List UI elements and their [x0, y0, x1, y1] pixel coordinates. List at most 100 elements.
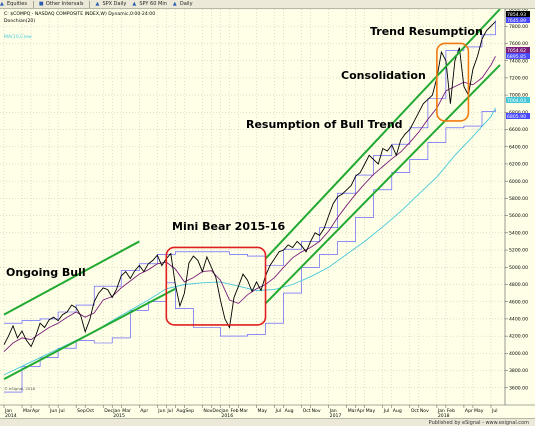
trend-lines: [3, 9, 501, 381]
highlight-boxes: [165, 42, 470, 326]
time-tick-label: Jul: [58, 408, 65, 414]
time-year-label: 2017: [330, 413, 342, 418]
time-tick-label: Aug: [176, 408, 185, 414]
time-tick-label: May: [474, 408, 484, 414]
chart-icon: ▲: [0, 0, 4, 7]
time-tick-label: Sep: [185, 408, 194, 414]
time-tick-label: Apr: [465, 408, 473, 414]
last-price-label: 7854.93: [507, 12, 526, 18]
price-tick-label: 6800.00: [509, 110, 528, 116]
time-tick-label: Jul: [383, 408, 390, 414]
price-tags: 7854.93 7645.89 7054.62 6895.85 7004.03 …: [506, 11, 530, 120]
time-tick-label: Oct: [411, 408, 419, 414]
ma-long-tag: [506, 97, 530, 103]
chart-icon: ▲: [95, 0, 100, 7]
chart-icon: ▲: [132, 0, 137, 7]
donchian-legend: Donchian(20): [4, 18, 35, 24]
trend-line-bull-lower: [264, 64, 501, 305]
time-tick-label: Dec: [104, 408, 113, 414]
time-tick-label: Jan: [220, 408, 228, 414]
price-tick-label: 7000.00: [509, 93, 528, 99]
time-year-label: 2016: [221, 413, 233, 418]
chart-toolbar: ▲ Equities ■ Other Intervals ▲ SPX Daily…: [0, 0, 535, 9]
interval-icon: ■: [38, 0, 44, 7]
price-tick-label: 4600.00: [509, 299, 528, 305]
last-price-tag: [506, 11, 530, 17]
price-axis-panel: [505, 9, 535, 418]
toolbar-item-spx-daily[interactable]: ▲ SPX Daily: [95, 1, 126, 7]
time-tick-label: May: [366, 408, 376, 414]
ma-legend: MA(10,C)ew: [4, 34, 32, 40]
time-tick-label: Mar: [122, 408, 131, 414]
time-tick-label: Jan: [112, 408, 120, 414]
price-tick-label: 4000.00: [509, 351, 528, 357]
toolbar-item-label: SPX Daily: [102, 1, 127, 7]
ma2-label: 6895.85: [507, 54, 526, 60]
time-tick-label: Oct: [303, 408, 311, 414]
chart-grid: [0, 9, 505, 405]
time-tick-label: Mar: [348, 408, 357, 414]
status-bar: Published by eSignal - www.esignal.com: [0, 418, 535, 426]
time-tick-label: Jan: [437, 408, 445, 414]
time-tick-label: Jan: [329, 408, 337, 414]
chart-background: [0, 9, 535, 418]
price-chart[interactable]: 3600.00 3800.00 4000.00 4200.00 4400.00 4600.…: [0, 9, 535, 418]
toolbar-item-spy-60-min[interactable]: ▲ SPY 60 Min: [132, 1, 167, 7]
price-tick-label: 5800.00: [509, 196, 528, 202]
trend-line-ongoing-upper: [3, 240, 140, 316]
ma-tag: [506, 47, 530, 53]
time-tick-label: Apr: [32, 408, 40, 414]
time-tick-label: Nov: [420, 408, 429, 414]
price-tick-label: 4400.00: [509, 317, 528, 323]
toolbar-item-other-intervals[interactable]: ■ Other Intervals: [39, 1, 84, 7]
time-tick-label: Feb: [447, 408, 455, 414]
price-tick-label: 5000.00: [509, 265, 528, 271]
time-tick-label: Oct: [86, 408, 94, 414]
series-line-price: [3, 21, 496, 348]
price-tick-label: 5200.00: [509, 248, 528, 254]
price-tick-label: 7400.00: [509, 58, 528, 64]
time-tick-label: Mar: [23, 408, 32, 414]
price-tick-label: 5400.00: [509, 230, 528, 236]
price-tick-label: 4200.00: [509, 334, 528, 340]
annotation-resumption-bull-trend: Resumption of Bull Trend: [246, 118, 403, 131]
time-tick-label: Jul: [275, 408, 282, 414]
toolbar-item-label: Other Intervals: [45, 1, 84, 7]
toolbar-item-label: SPY 60 Min: [139, 1, 167, 7]
toolbar-item-daily[interactable]: ▲ Daily: [173, 1, 193, 7]
annotation-trend-resumption: Trend Resumption: [370, 25, 483, 38]
toolbar-item-equities[interactable]: ▲ Equities: [0, 1, 27, 7]
time-tick-label: Jan: [4, 408, 12, 414]
time-tick-label: Apr: [357, 408, 365, 414]
price-tick-label: 3600.00: [509, 385, 528, 391]
time-year-label: 2014: [5, 413, 17, 418]
price-tick-label: 5600.00: [509, 213, 528, 219]
donchian-mid-tag: [506, 17, 530, 23]
ma2-tag: [506, 53, 530, 59]
price-tick-label: 6200.00: [509, 162, 528, 168]
trend-line-bull-upper: [264, 9, 501, 260]
price-tick-label: 3800.00: [509, 368, 528, 374]
donchian-mid-label: 7645.89: [507, 18, 526, 24]
time-year-label: 2015: [113, 413, 125, 418]
time-tick-label: Feb: [230, 408, 238, 414]
time-tick-label: Sep: [77, 408, 86, 414]
copyright-text: © eSignal, 2018: [4, 386, 36, 391]
time-tick-label: Jul: [166, 408, 173, 414]
price-tick-label: 4800.00: [509, 282, 528, 288]
published-by-text: Published by eSignal - www.esignal.com: [428, 420, 529, 426]
time-tick-label: Aug: [393, 408, 402, 414]
time-tick-label: May: [258, 408, 268, 414]
price-axis: 3600.00 3800.00 4000.00 4200.00 4400.00 4600.…: [505, 9, 528, 391]
series-layer: [3, 20, 496, 393]
price-tick-label: 6400.00: [509, 144, 528, 150]
price-tick-label: 6000.00: [509, 179, 528, 185]
donchian-low-label: 6805.90: [507, 114, 526, 120]
time-year-label: 2018: [438, 413, 450, 418]
toolbar-item-label: Equities: [7, 1, 27, 7]
price-tick-label: 6600.00: [509, 127, 528, 133]
ma-long-label: 7004.03: [507, 98, 526, 104]
price-tick-label: 7600.00: [509, 41, 528, 47]
time-tick-label: Mar: [239, 408, 248, 414]
